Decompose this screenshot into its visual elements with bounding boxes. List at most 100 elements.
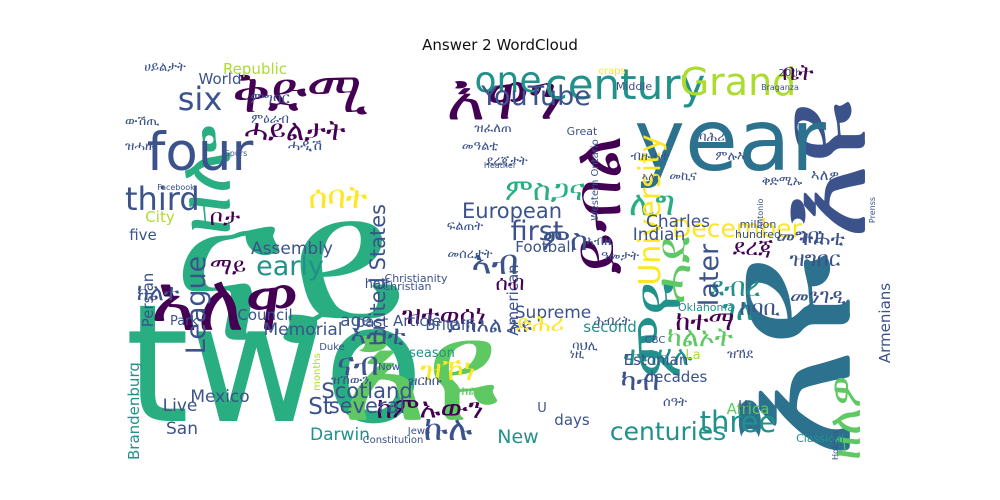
word-97: CBC: [645, 335, 666, 346]
word-16: Grand: [680, 60, 797, 104]
word-1: እዩ: [675, 253, 895, 460]
word-93: Jews: [407, 426, 431, 437]
word-148: ኣብዚ: [586, 234, 614, 249]
word-85: million: [740, 218, 777, 231]
word-2: two: [125, 269, 424, 460]
word-117: ከባቢ: [740, 296, 781, 320]
word-45: December: [672, 214, 802, 243]
word-78: second: [583, 318, 637, 336]
word-86: hundred: [735, 228, 781, 241]
word-58: Memorial: [264, 320, 343, 340]
word-139: ዝፈለጠ: [474, 121, 512, 136]
word-47: centuries: [610, 417, 726, 446]
word-103: Hobbes: [831, 430, 840, 460]
word-91: Middle: [616, 80, 653, 93]
word-145: መኪና: [669, 169, 697, 184]
word-142: ሰዓት: [663, 395, 687, 410]
word-118: ዝግበር: [790, 247, 841, 271]
word-95: Duke: [319, 342, 345, 353]
word-102: months: [312, 353, 323, 391]
word-100: H: [738, 399, 748, 414]
word-128: ፍልጠት: [447, 219, 484, 234]
word-49: Scotland: [321, 379, 412, 403]
word-123: ድሕሪ: [516, 311, 564, 337]
word-59: Assembly: [251, 239, 333, 259]
word-122: ይኽእል እዩ: [448, 313, 532, 337]
word-66: Park: [170, 314, 199, 329]
word-79: Estonian: [624, 351, 689, 369]
word-55: Live: [163, 396, 198, 416]
word-42: YouTube: [480, 81, 591, 112]
word-18: third: [125, 180, 200, 218]
word-9: ምዩ: [618, 281, 697, 379]
word-107: Prenss: [868, 197, 877, 223]
word-138: ደረጃታት: [486, 154, 528, 169]
word-106: Braganza: [761, 83, 799, 92]
word-51: St: [308, 394, 332, 420]
word-13: ሓደ: [645, 236, 702, 303]
word-99: U: [537, 401, 547, 416]
word-28: ኩሉ: [424, 409, 473, 449]
word-149: ነዚ: [570, 347, 585, 362]
word-88: Armenians: [876, 283, 894, 363]
word-40: United States: [366, 204, 390, 346]
word-105: Spurs: [225, 149, 248, 158]
word-37: ከተማ: [675, 306, 734, 337]
word-87: Oklahoma: [678, 301, 734, 314]
word-132: ዝኸውን: [331, 373, 369, 388]
word-33: ተባሂሉ: [624, 341, 693, 372]
word-32: ምስጋና: [505, 173, 585, 208]
word-50: several: [329, 394, 406, 418]
word-72: Christian: [382, 280, 431, 293]
word-34: ካልኦት: [667, 322, 733, 353]
word-121: ትሕቲ: [799, 226, 845, 250]
word-41: later: [694, 243, 725, 306]
word-92: Western Ontario: [590, 139, 601, 220]
word-112: ማይ: [210, 254, 246, 280]
word-69: Article: [393, 312, 441, 330]
word-110: craps: [598, 66, 625, 77]
word-120: መግቢ: [776, 224, 824, 248]
word-17: one: [475, 60, 542, 101]
word-38: University: [633, 134, 668, 285]
word-3: እዩ: [341, 286, 498, 454]
word-89: Classical: [796, 432, 844, 445]
word-70: half: [365, 277, 390, 292]
word-39: League: [181, 256, 212, 355]
word-10: እዋን: [446, 60, 563, 135]
word-82: Africa: [727, 400, 770, 418]
word-108: Antonio: [756, 199, 765, 230]
word-48: European: [462, 199, 562, 223]
word-73: season: [409, 346, 455, 361]
word-31: ገለ: [722, 293, 753, 328]
word-8: ይብል: [558, 136, 637, 275]
word-6: ኣለዋ: [151, 256, 300, 349]
word-116: ደረጃ: [733, 235, 774, 261]
word-113: ክልተ: [137, 280, 180, 306]
word-67: age: [340, 311, 372, 331]
word-141: ብዙሓት: [631, 149, 670, 164]
word-27: ኣብ: [472, 243, 519, 283]
word-63: Persian: [139, 273, 157, 328]
word-25: ምስ: [542, 223, 588, 258]
word-90: Great: [567, 125, 598, 138]
word-140: ምዕራብ: [251, 112, 289, 127]
word-56: San: [166, 419, 198, 439]
word-26: ናብ: [337, 345, 379, 383]
word-46: three: [700, 405, 777, 439]
word-96: Now: [378, 362, 400, 373]
word-84: Indian: [633, 225, 686, 245]
word-21: ሓይልታት: [244, 113, 346, 147]
word-74: American: [504, 264, 522, 335]
word-61: World: [199, 70, 242, 88]
word-127: መሰረታት: [447, 247, 492, 262]
word-62: Republic: [223, 60, 287, 78]
word-35: ደብረ: [709, 272, 760, 303]
word-146: ምሉእ: [715, 149, 744, 164]
word-53: Darwin: [310, 425, 370, 445]
word-20: ሰባት: [309, 178, 368, 216]
word-133: ንክልተ: [455, 384, 486, 399]
word-114: ቦታ: [210, 205, 240, 231]
word-126: መዓልቲ: [462, 139, 499, 154]
